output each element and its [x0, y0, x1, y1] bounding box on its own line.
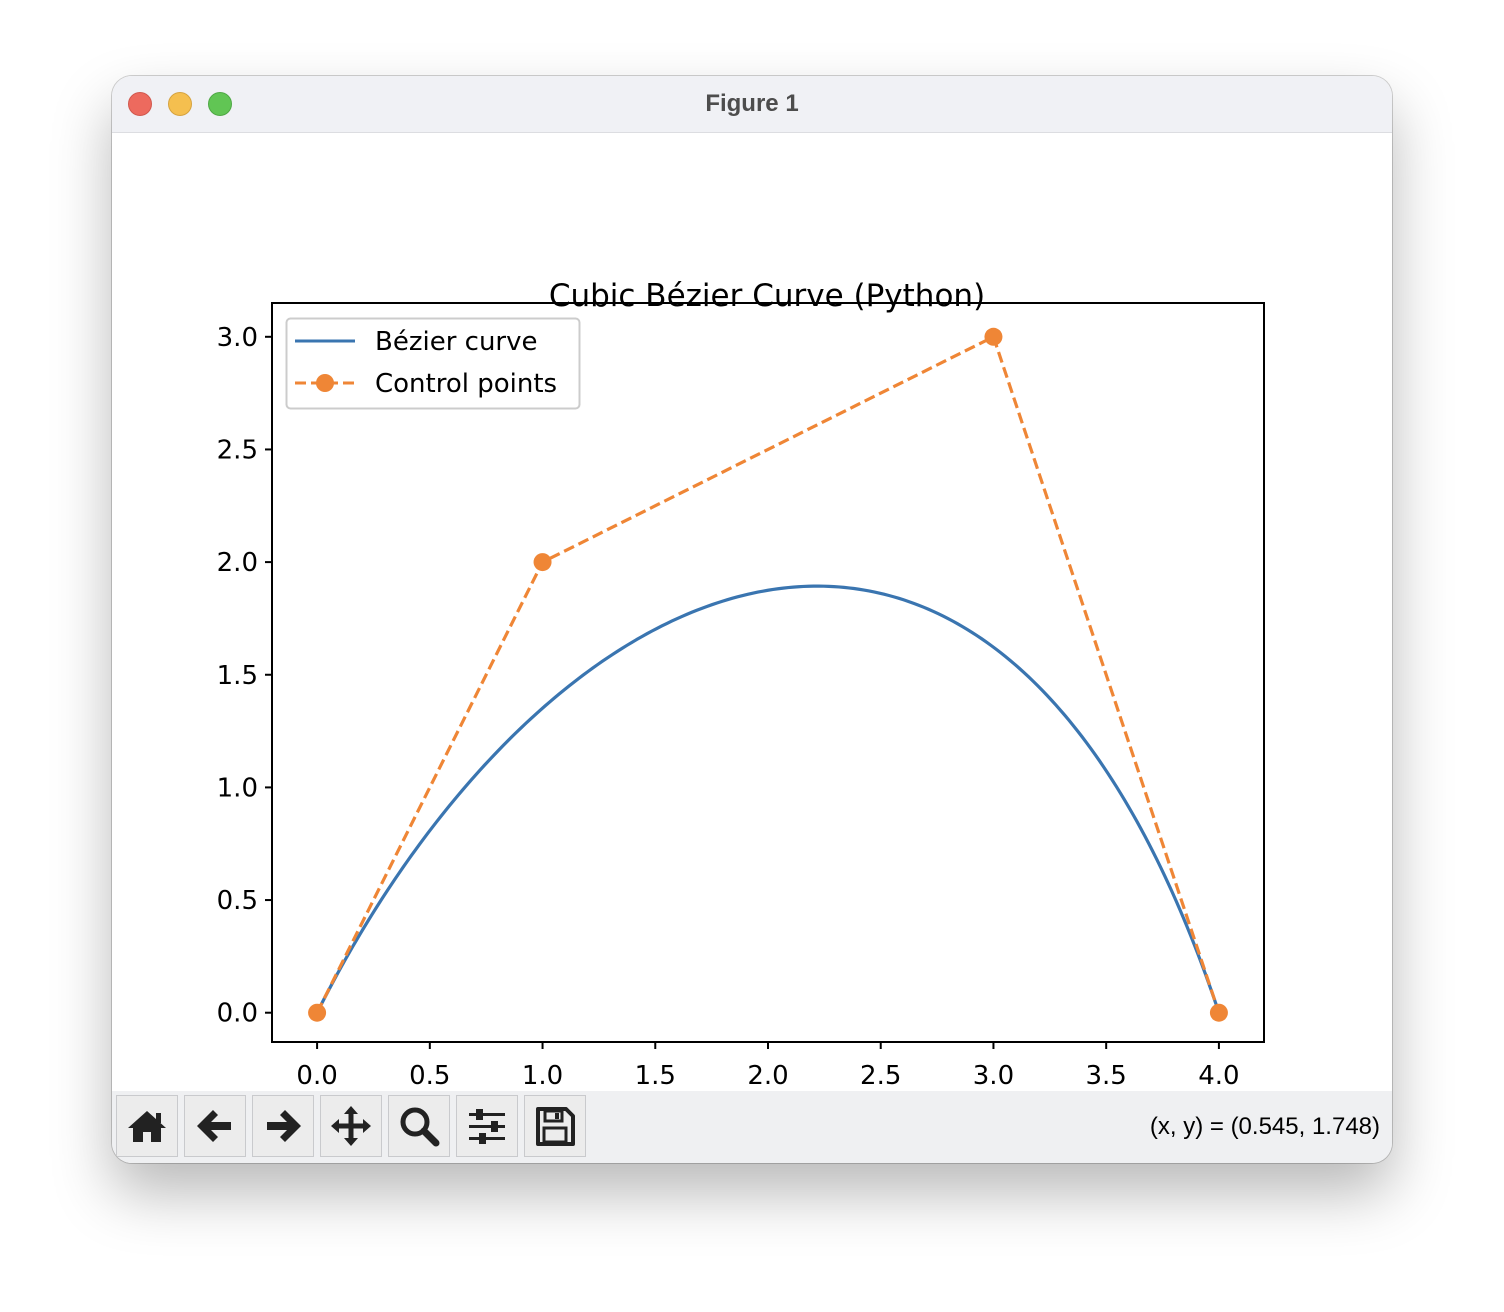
- figure-canvas[interactable]: Cubic Bézier Curve (Python) 0.0 0.5 1.0 1.5…: [112, 133, 1392, 1091]
- y-tick-label: 2.0: [217, 548, 258, 578]
- legend-label-control-points: Control points: [375, 369, 557, 399]
- control-point-marker: [533, 553, 552, 572]
- window-title: Figure 1: [705, 90, 799, 117]
- control-polygon-line: [315, 334, 1221, 1014]
- x-tick-label: 4.0: [1198, 1061, 1239, 1091]
- x-tick-label: 2.0: [747, 1061, 788, 1091]
- configure-subplots-button[interactable]: [456, 1095, 518, 1157]
- chart[interactable]: Cubic Bézier Curve (Python) 0.0 0.5 1.0 1.5…: [112, 133, 1392, 1091]
- move-icon: [331, 1106, 371, 1146]
- x-tick-label: 0.0: [296, 1061, 337, 1091]
- x-tick-label: 3.0: [973, 1061, 1014, 1091]
- legend-box: [285, 317, 581, 410]
- maximize-window-button[interactable]: [208, 92, 232, 116]
- cursor-coordinates: (x, y) = (0.545, 1.748): [1149, 1113, 1380, 1140]
- y-tick-label: 1.5: [217, 661, 258, 691]
- y-tick-label: 3.0: [217, 323, 258, 353]
- x-tick-label: 1.0: [522, 1061, 563, 1091]
- x-tick-label: 3.5: [1086, 1061, 1127, 1091]
- arrow-right-icon: [267, 1110, 301, 1142]
- x-tick-label: 2.5: [860, 1061, 901, 1091]
- x-tick-label: 1.5: [635, 1061, 676, 1091]
- figure-window: Figure 1 Cubic Bézier Curve (Python) 0.0…: [112, 76, 1392, 1163]
- back-button[interactable]: [184, 1095, 246, 1157]
- control-point-marker: [1209, 1003, 1228, 1022]
- navigation-toolbar: (x, y) = (0.545, 1.748): [112, 1091, 1392, 1163]
- control-point-marker: [984, 327, 1003, 346]
- legend-label-bezier-curve: Bézier curve: [375, 327, 538, 357]
- floppy-disk-icon: [536, 1107, 575, 1146]
- y-tick-label: 1.0: [217, 773, 258, 803]
- x-tick-label: 0.5: [409, 1061, 450, 1091]
- pan-button[interactable]: [320, 1095, 382, 1157]
- close-window-button[interactable]: [128, 92, 152, 116]
- title-bar[interactable]: Figure 1: [112, 76, 1392, 133]
- minimize-window-button[interactable]: [168, 92, 192, 116]
- save-button[interactable]: [524, 1095, 586, 1157]
- zoom-button[interactable]: [388, 1095, 450, 1157]
- y-tick-label: 0.0: [217, 999, 258, 1029]
- bezier-curve-line: [315, 584, 1221, 1014]
- home-icon: [128, 1111, 166, 1142]
- home-button[interactable]: [116, 1095, 178, 1157]
- y-tick-label: 2.5: [217, 435, 258, 465]
- legend[interactable]: Bézier curve Control points: [285, 317, 581, 410]
- chart-title: Cubic Bézier Curve (Python): [549, 278, 985, 314]
- legend-control-marker: [316, 374, 334, 392]
- forward-button[interactable]: [252, 1095, 314, 1157]
- sliders-icon: [469, 1109, 505, 1144]
- control-point-marker: [308, 1003, 327, 1022]
- magnifier-icon: [400, 1107, 440, 1147]
- axes-frame: [271, 302, 1265, 1043]
- y-tick-label: 0.5: [217, 886, 258, 916]
- arrow-left-icon: [197, 1110, 231, 1142]
